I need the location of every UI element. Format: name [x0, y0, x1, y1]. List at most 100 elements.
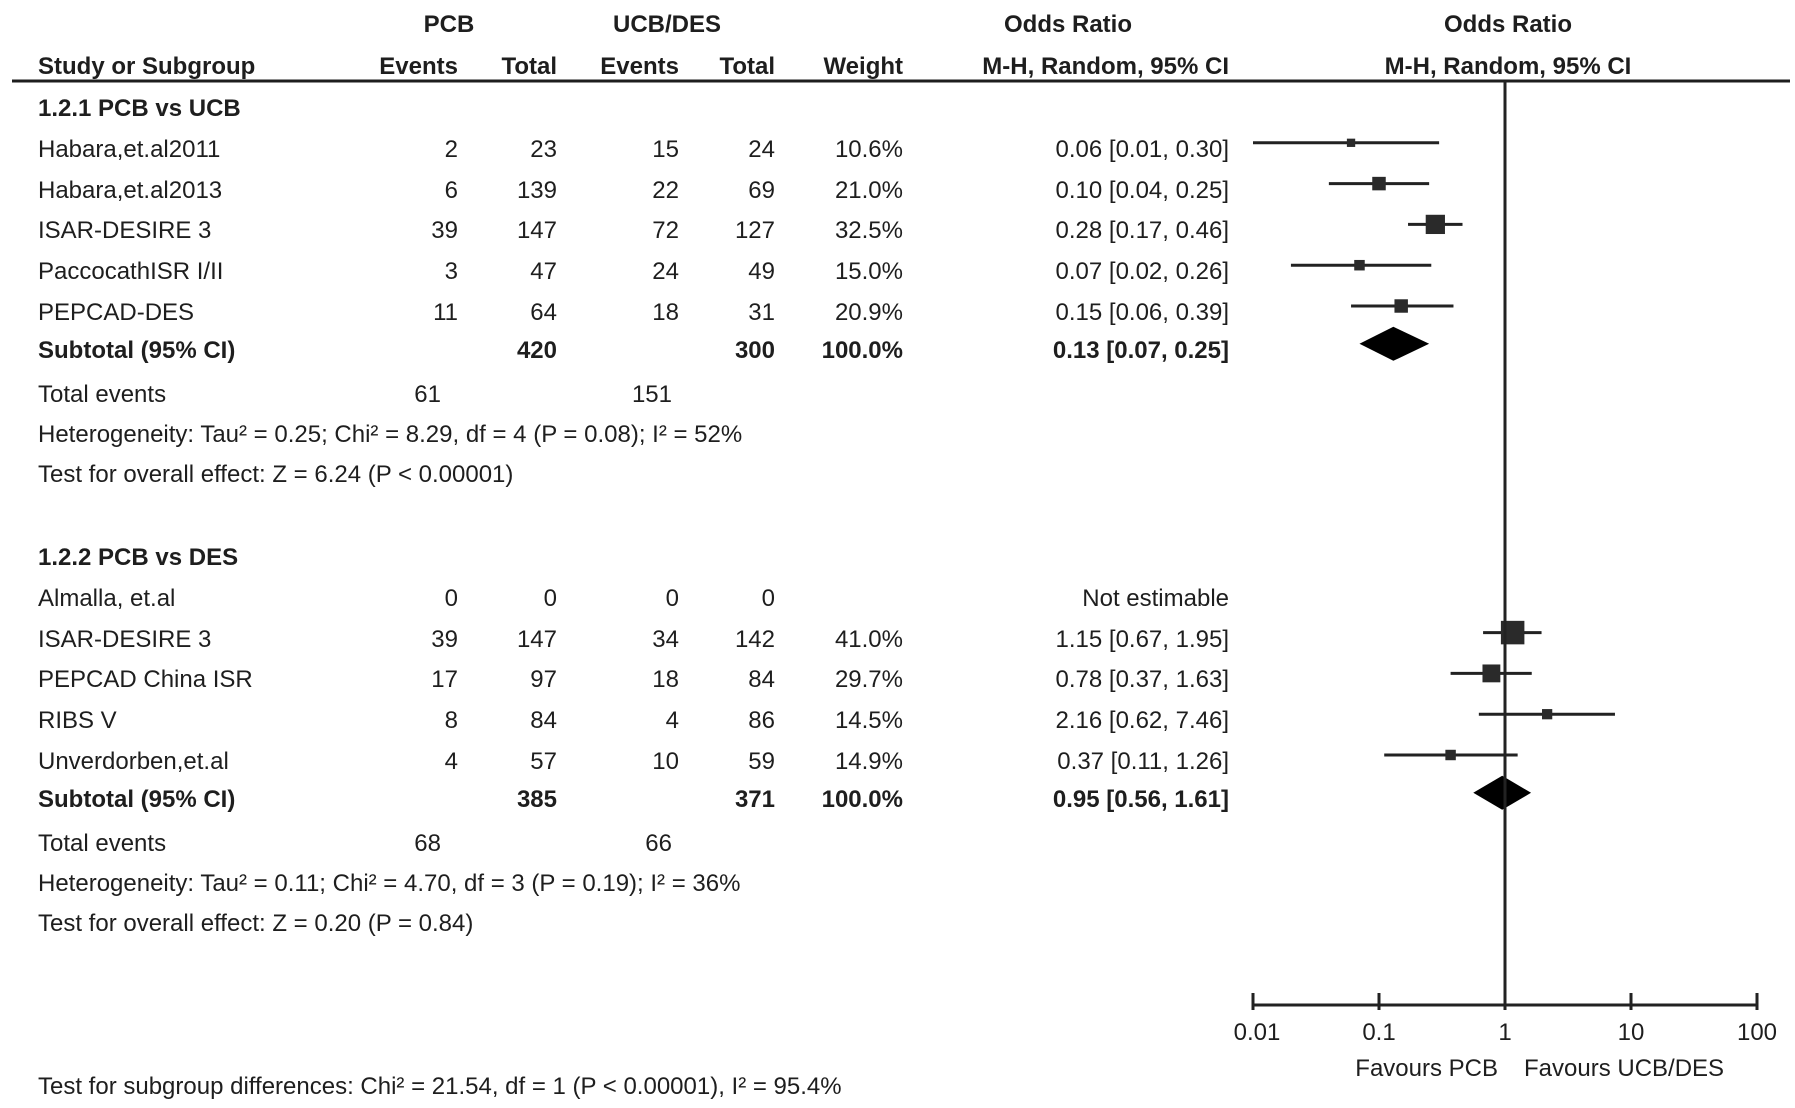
header-ucb-des: UCB/DES: [612, 11, 722, 38]
total-events-pcb: 61: [414, 380, 441, 408]
study-weight: 14.5%: [834, 707, 903, 735]
subtotal-pcb-total: 385: [516, 785, 557, 813]
study-odds-ratio: Not estimable: [1082, 584, 1229, 612]
ucb-events: 15: [652, 135, 679, 163]
header-pcb-total: Total: [501, 53, 557, 80]
x-tick-label: 1: [1498, 1019, 1512, 1046]
ucb-total: 127: [734, 217, 775, 245]
pcb-total: 64: [530, 299, 557, 326]
pcb-total: 47: [530, 258, 557, 286]
overall-effect-text: Test for overall effect: Z = 0.20 (P = 0…: [38, 909, 474, 937]
header-pcb-events: Events: [379, 53, 458, 80]
ucb-events: 4: [665, 707, 679, 735]
header-plot-odds-ratio: Odds Ratio: [1443, 11, 1573, 38]
heterogeneity-text: Heterogeneity: Tau² = 0.11; Chi² = 4.70,…: [38, 869, 741, 897]
study-square: [1482, 664, 1501, 683]
ucb-total: 86: [748, 707, 775, 735]
study-square: [1425, 214, 1445, 235]
heterogeneity-text: Heterogeneity: Tau² = 0.25; Chi² = 8.29,…: [38, 420, 743, 448]
subtotal-weight: 100.0%: [821, 336, 903, 364]
ucb-events: 0: [665, 584, 679, 612]
total-events-ucb: 151: [631, 380, 672, 408]
pcb-events: 3: [444, 258, 458, 286]
pcb-events: 2: [444, 135, 458, 163]
ucb-total: 59: [748, 748, 775, 775]
overall-effect-text: Test for overall effect: Z = 6.24 (P < 0…: [38, 460, 514, 488]
ucb-total: 31: [748, 299, 775, 326]
study-odds-ratio: 0.37 [0.11, 1.26]: [1057, 748, 1229, 775]
study-odds-ratio: 0.06 [0.01, 0.30]: [1055, 135, 1229, 163]
subtotal-ucb-total: 300: [734, 336, 775, 364]
study-name: ISAR-DESIRE 3: [38, 625, 212, 653]
ucb-total: 0: [761, 584, 775, 612]
pcb-total: 97: [530, 666, 557, 694]
header-pcb: PCB: [423, 11, 475, 38]
pcb-events: 0: [444, 584, 458, 612]
subtotal-diamond: [1359, 326, 1430, 361]
study-odds-ratio: 0.15 [0.06, 0.39]: [1055, 299, 1229, 326]
header-odds-ratio: Odds Ratio: [1003, 11, 1133, 38]
pcb-events: 4: [444, 748, 458, 775]
subgroup-title: 1.2.2 PCB vs DES: [38, 544, 239, 571]
subgroup-title: 1.2.1 PCB vs UCB: [38, 95, 241, 122]
ucb-total: 69: [748, 176, 775, 204]
pcb-total: 0: [543, 584, 557, 612]
pcb-total: 147: [516, 217, 557, 245]
total-events-label: Total events: [38, 380, 167, 408]
pcb-total: 84: [530, 707, 557, 735]
study-square: [1346, 138, 1356, 147]
header-or-method: M-H, Random, 95% CI: [982, 53, 1229, 80]
ucb-events: 34: [652, 625, 679, 653]
pcb-events: 6: [444, 176, 458, 204]
total-events-ucb: 66: [645, 829, 672, 857]
study-weight: 20.9%: [834, 299, 903, 326]
study-square: [1445, 749, 1456, 761]
subtotal-pcb-total: 420: [516, 336, 557, 364]
ucb-events: 72: [652, 217, 679, 245]
study-weight: 32.5%: [834, 217, 903, 245]
subtotal-label: Subtotal (95% CI): [38, 785, 236, 813]
study-name: ISAR-DESIRE 3: [38, 217, 212, 245]
study-square: [1372, 176, 1386, 191]
x-tick-label: 100: [1736, 1019, 1778, 1046]
total-events-label: Total events: [38, 829, 167, 857]
x-tick-label: 0.1: [1362, 1019, 1396, 1046]
study-name: PEPCAD China ISR: [38, 666, 253, 694]
subtotal-weight: 100.0%: [821, 785, 903, 813]
pcb-total: 139: [516, 176, 557, 204]
study-square: [1500, 620, 1525, 645]
favours-left-label: Favours PCB: [1355, 1055, 1498, 1082]
header-study: Study or Subgroup: [38, 53, 256, 80]
ucb-events: 18: [652, 666, 679, 694]
study-name: Habara,et.al2013: [38, 176, 223, 204]
header-weight: Weight: [823, 53, 903, 80]
study-square: [1542, 709, 1553, 720]
subtotal-odds-ratio: 0.95 [0.56, 1.61]: [1052, 785, 1229, 813]
ucb-events: 18: [652, 299, 679, 326]
study-name: RIBS V: [38, 707, 117, 735]
study-weight: 29.7%: [834, 666, 903, 694]
pcb-events: 39: [431, 217, 458, 245]
ucb-events: 24: [652, 258, 679, 286]
study-weight: 41.0%: [834, 625, 903, 653]
ucb-events: 10: [652, 748, 679, 775]
study-weight: 10.6%: [834, 135, 903, 163]
study-odds-ratio: 2.16 [0.62, 7.46]: [1055, 707, 1229, 735]
study-name: Habara,et.al2011: [38, 135, 221, 163]
pcb-events: 11: [433, 299, 458, 326]
study-odds-ratio: 0.78 [0.37, 1.63]: [1055, 666, 1229, 694]
pcb-events: 17: [431, 666, 458, 694]
study-name: PaccocathISR I/II: [38, 258, 224, 286]
study-odds-ratio: 0.28 [0.17, 0.46]: [1055, 217, 1229, 245]
study-name: PEPCAD-DES: [38, 299, 195, 326]
study-weight: 15.0%: [834, 258, 903, 286]
subtotal-label: Subtotal (95% CI): [38, 336, 236, 364]
x-tick-label: 10: [1617, 1019, 1645, 1046]
ucb-total: 84: [748, 666, 775, 694]
pcb-total: 147: [516, 625, 557, 653]
header-plot-method: M-H, Random, 95% CI: [1384, 53, 1632, 80]
study-odds-ratio: 0.07 [0.02, 0.26]: [1055, 258, 1229, 286]
ucb-total: 142: [734, 625, 775, 653]
subgroup-differences-text: Test for subgroup differences: Chi² = 21…: [38, 1073, 842, 1100]
